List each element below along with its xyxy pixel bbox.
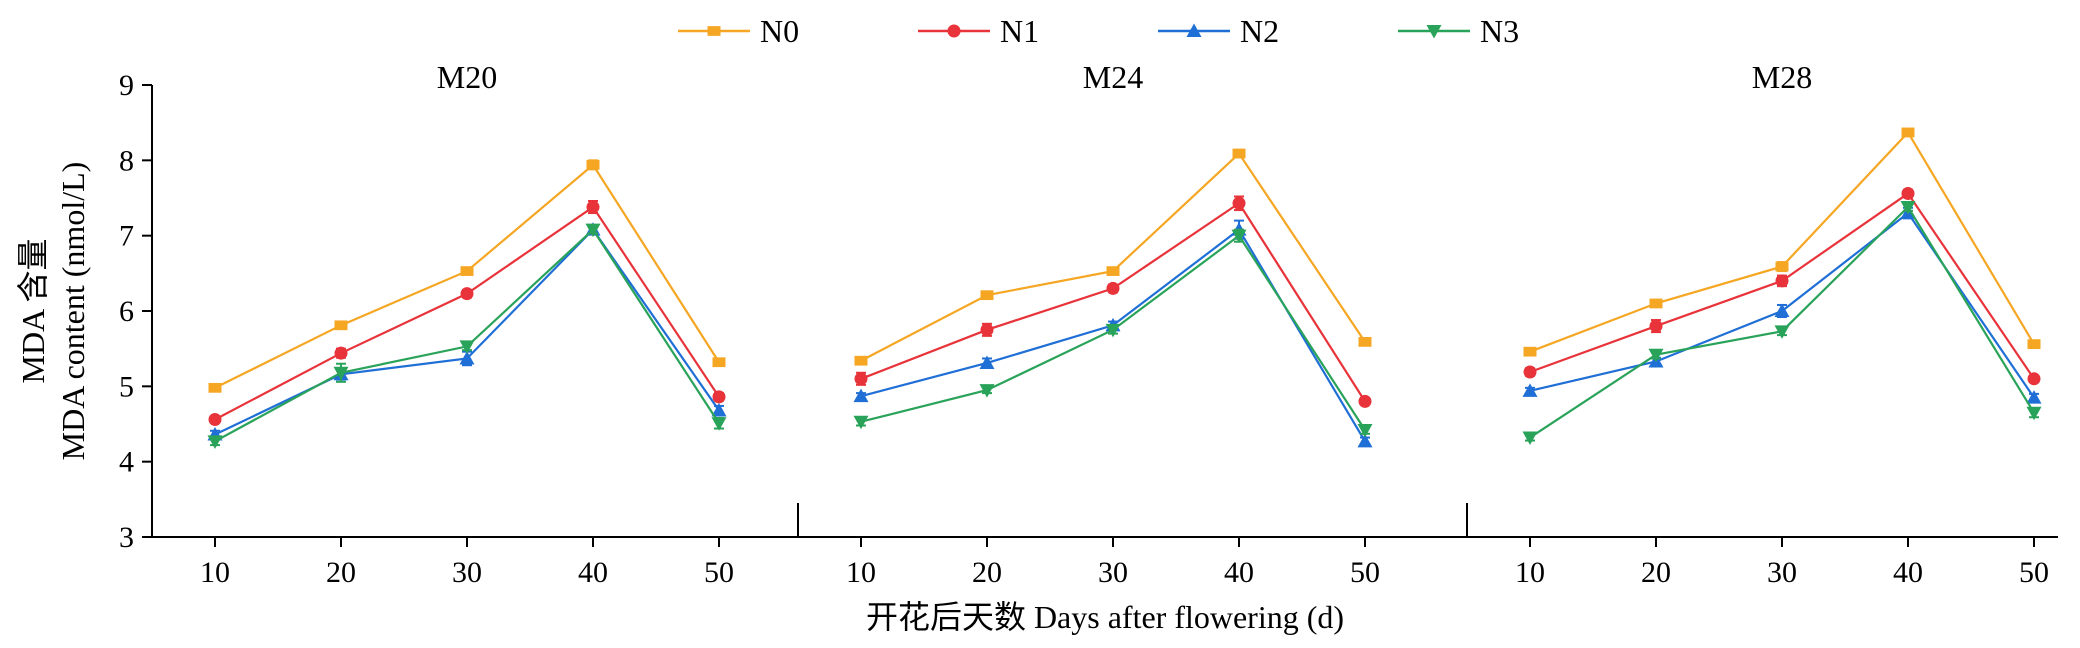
data-point-m20-n0 <box>712 357 726 368</box>
series-line-m20-n3 <box>214 227 720 443</box>
y-tick-label: 6 <box>119 295 134 328</box>
x-tick-label: 10 <box>200 556 230 589</box>
data-point-m20-n3 <box>585 223 601 238</box>
data-point-m20-n1 <box>460 287 474 301</box>
data-point-m28-n2 <box>1522 383 1538 397</box>
data-point-m24-n3 <box>1105 323 1121 338</box>
data-point-m28-n3 <box>1648 348 1664 363</box>
data-point-m24-n1 <box>1232 196 1246 210</box>
y-tick-label: 8 <box>119 144 134 177</box>
x-tick-label: 10 <box>846 556 876 589</box>
legend-marker-n0 <box>707 26 721 36</box>
data-point-m24-n3 <box>1231 229 1247 244</box>
x-tick-label: 10 <box>1515 556 1545 589</box>
y-tick-label: 5 <box>119 370 134 403</box>
data-point-m20-n2 <box>711 402 727 417</box>
data-point-m28-n3 <box>1522 431 1538 446</box>
data-point-m24-n3 <box>853 415 869 430</box>
data-point-m24-n0 <box>854 355 868 366</box>
data-point-m20-n1 <box>334 346 348 360</box>
y-axis-title-line1: MDA 含量 <box>15 239 51 384</box>
data-point-m20-n1 <box>208 412 222 426</box>
data-point-m24-n2 <box>979 355 995 369</box>
data-point-m28-n1 <box>1775 274 1789 288</box>
data-point-m24-n0 <box>1106 266 1120 276</box>
x-tick-label: 50 <box>1350 556 1380 589</box>
data-point-m24-n1 <box>1358 394 1372 408</box>
x-tick-label: 30 <box>1767 556 1797 589</box>
x-tick-label: 20 <box>326 556 356 589</box>
data-point-m28-n0 <box>1775 261 1789 272</box>
panel-title-m24: M24 <box>1083 59 1143 95</box>
data-point-m28-n1 <box>1523 365 1537 379</box>
data-point-m24-n1 <box>1106 281 1120 295</box>
x-tick-label: 30 <box>1098 556 1128 589</box>
data-point-m28-n1 <box>1649 319 1663 333</box>
data-point-m28-n0 <box>2027 339 2041 350</box>
data-point-m20-n0 <box>586 159 600 170</box>
data-point-m20-n3 <box>207 435 223 449</box>
data-point-m20-n0 <box>334 320 348 331</box>
panel-title-m28: M28 <box>1752 59 1812 95</box>
data-point-m20-n2 <box>459 350 475 365</box>
y-tick-label: 4 <box>119 446 134 479</box>
data-point-m28-n1 <box>2027 372 2041 386</box>
data-point-m20-n3 <box>459 340 475 354</box>
data-point-m20-n3 <box>711 417 727 431</box>
x-tick-label: 20 <box>1641 556 1671 589</box>
data-point-m24-n1 <box>980 323 994 337</box>
x-tick-label: 40 <box>1893 556 1923 589</box>
data-point-m28-n3 <box>1900 201 1916 215</box>
legend-label-n2: N2 <box>1240 13 1279 49</box>
data-point-m28-n0 <box>1649 298 1663 309</box>
data-point-m28-n3 <box>1774 325 1790 339</box>
x-tick-label: 50 <box>2019 556 2049 589</box>
data-point-m28-n2 <box>1774 303 1790 317</box>
x-tick-label: 30 <box>452 556 482 589</box>
series-line-m20-n1 <box>214 205 720 421</box>
data-point-m20-n1 <box>712 390 726 404</box>
legend-label-n3: N3 <box>1480 13 1519 49</box>
data-point-m24-n0 <box>980 290 994 301</box>
x-tick-label: 50 <box>704 556 734 589</box>
y-tick-label: 7 <box>119 220 134 253</box>
data-point-m24-n0 <box>1232 148 1246 159</box>
legend-marker-n2 <box>1186 23 1202 37</box>
y-tick-label: 9 <box>119 69 134 102</box>
panel-title-m20: M20 <box>437 59 497 95</box>
series-line-m28-n0 <box>1529 130 2035 353</box>
series-line-m20-n2 <box>214 227 720 436</box>
x-axis-title: 开花后天数 Days after flowering (d) <box>866 599 1344 635</box>
x-tick-label: 40 <box>1224 556 1254 589</box>
legend-marker-n3 <box>1426 25 1442 39</box>
x-tick-label: 40 <box>578 556 608 589</box>
data-point-m20-n0 <box>208 382 222 393</box>
data-point-m24-n0 <box>1358 337 1372 347</box>
data-point-m24-n1 <box>854 372 868 386</box>
data-point-m28-n0 <box>1523 346 1537 357</box>
data-point-m28-n2 <box>2026 390 2042 404</box>
data-point-m24-n2 <box>1357 433 1373 448</box>
x-tick-label: 20 <box>972 556 1002 589</box>
data-point-m28-n0 <box>1901 127 1915 138</box>
data-point-m24-n2 <box>853 388 869 403</box>
data-point-m20-n0 <box>460 266 474 276</box>
data-point-m28-n3 <box>2026 406 2042 421</box>
data-point-m24-n3 <box>1357 424 1373 438</box>
legend-label-n1: N1 <box>1000 13 1039 49</box>
y-axis-title-line2: MDA content (nmol/L) <box>55 162 91 461</box>
legend-label-n0: N0 <box>760 13 799 49</box>
data-point-m24-n3 <box>979 384 995 398</box>
legend-marker-n1 <box>947 24 961 38</box>
data-point-m28-n1 <box>1901 186 1915 200</box>
y-tick-label: 3 <box>119 521 134 554</box>
data-point-m20-n3 <box>333 366 349 381</box>
data-point-m20-n1 <box>586 200 600 214</box>
series-line-m24-n1 <box>860 201 1366 402</box>
